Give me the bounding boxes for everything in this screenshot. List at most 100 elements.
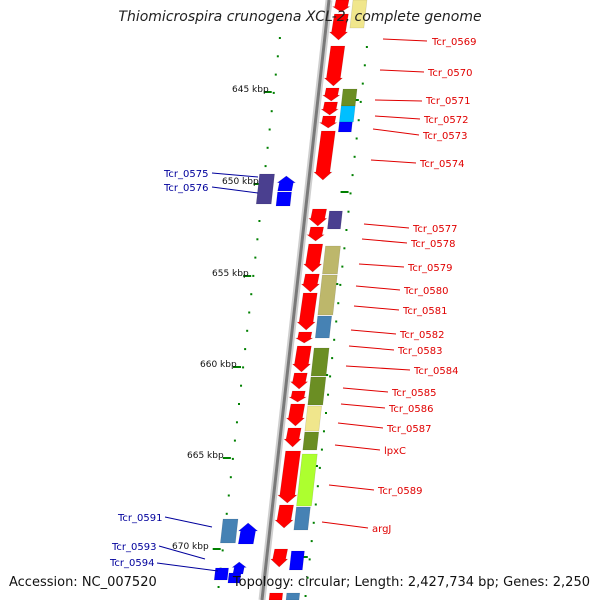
label-leader [334, 444, 381, 451]
gene-tcr-0592 [237, 522, 259, 545]
gene-label-tcr-0586[interactable]: Tcr_0586 [388, 404, 433, 415]
label-leader [321, 521, 369, 529]
scale-dot [339, 283, 342, 286]
scale-dot [312, 521, 315, 524]
scale-labels: 645 kbp 650 kbp 655 kbp 660 kbp 665 kbp … [172, 85, 269, 552]
scale-dot [363, 64, 366, 67]
gene-label-tcr-0579[interactable]: Tcr_0579 [407, 263, 452, 274]
gene-label-tcr-0583[interactable]: Tcr_0583 [397, 346, 442, 357]
gene-tcr-0586 [287, 390, 308, 403]
scale-dot [308, 558, 311, 561]
scale-major-tick [340, 191, 349, 193]
gene-outer-0577 [327, 210, 343, 230]
gene-label-tcr-0574[interactable]: Tcr_0574 [419, 159, 464, 170]
gene-labels-right: Tcr_0569 Tcr_0570 Tcr_0571 Tcr_0572 Tcr_… [321, 37, 476, 535]
scale-dot [327, 393, 330, 396]
gene-label-tcr-0580[interactable]: Tcr_0580 [403, 286, 448, 297]
scale-major-tick [243, 275, 252, 277]
gene-label-tcr-0582[interactable]: Tcr_0582 [399, 330, 444, 341]
scale-dot [274, 73, 277, 76]
gene-tcr-0580 [300, 273, 321, 293]
scale-dot [337, 302, 340, 305]
gene-label-tcr-0571[interactable]: Tcr_0571 [425, 96, 470, 107]
scale-dot [246, 329, 249, 332]
gene-outer-0579 [322, 245, 341, 275]
scale-dot [329, 375, 332, 378]
gene-label-tcr-0584[interactable]: Tcr_0584 [413, 366, 458, 377]
scale-major-tick [233, 366, 242, 368]
label-leader [355, 285, 401, 291]
label-leader [372, 128, 420, 136]
gene-outer-0571 [340, 88, 358, 107]
gene-tcr-0585 [289, 372, 309, 390]
label-leader [211, 186, 259, 194]
scale-dot [237, 403, 240, 405]
scale-dot [270, 110, 273, 113]
scale-dot [278, 37, 281, 39]
gene-tcr-0579 [302, 243, 324, 273]
scale-dot [231, 457, 234, 460]
accession-text: Accession: NC_007520 [9, 575, 157, 590]
topology-text: Topology: circular; Length: 2,427,734 bp… [232, 575, 590, 590]
gene-label-lpxc[interactable]: lpxC [384, 446, 406, 457]
scale-dot [331, 357, 334, 360]
scale-dot [225, 512, 228, 515]
gene-tcr-0574 [313, 130, 336, 181]
gene-label-tcr-0578[interactable]: Tcr_0578 [410, 239, 455, 250]
gene-label-tcr-0570[interactable]: Tcr_0570 [427, 68, 472, 79]
scale-dot [258, 220, 261, 222]
scale-major-tick [222, 457, 231, 459]
gene-label-tcr-0572[interactable]: Tcr_0572 [423, 115, 468, 126]
genome-title: Thiomicrospira crunogena XCL-2, complete… [118, 9, 482, 25]
label-leader [350, 329, 397, 335]
gene-outer-0569 [349, 0, 368, 29]
scale-dot [240, 384, 243, 387]
label-leader [363, 223, 410, 229]
gene-tcr-0584 [291, 345, 312, 373]
gene-label-tcr-0575[interactable]: Tcr_0575 [163, 169, 208, 180]
gene-outer-0593 [289, 550, 305, 571]
gene-outer-0589 [296, 453, 318, 507]
scale-major-tick [253, 183, 262, 185]
gene-label-tcr-0591[interactable]: Tcr_0591 [117, 513, 162, 524]
gene-tcr-0593-rev [231, 561, 248, 575]
label-leader [370, 159, 417, 164]
gene-label-tcr-0577[interactable]: Tcr_0577 [412, 224, 457, 235]
label-leader [353, 305, 400, 311]
gene-tcr-0570 [323, 45, 346, 87]
scale-dot [324, 412, 327, 414]
gene-tcr-0572 [320, 101, 340, 116]
scale-dot [318, 466, 321, 469]
gene-label-tcr-0576[interactable]: Tcr_0576 [163, 183, 208, 194]
gene-label-tcr-0594[interactable]: Tcr_0594 [109, 558, 154, 569]
gene-lpxc [283, 427, 302, 448]
gene-label-tcr-0585[interactable]: Tcr_0585 [391, 388, 436, 399]
scale-dot [333, 338, 336, 341]
label-leader [379, 69, 425, 73]
gene-outer-0586 [307, 376, 327, 406]
gene-label-tcr-0569[interactable]: Tcr_0569 [431, 37, 476, 48]
label-leader [164, 516, 213, 528]
gene-tcr-0595 [268, 592, 284, 601]
scale-dot [310, 540, 313, 543]
gene-label-tcr-0581[interactable]: Tcr_0581 [402, 306, 447, 317]
scale-dot [268, 128, 271, 131]
label-leader [340, 403, 386, 409]
label-leader [337, 422, 384, 429]
label-leader [211, 172, 259, 178]
gene-outer-0595 [285, 592, 301, 601]
gene-tcr-0581 [296, 292, 318, 331]
gene-label-argj[interactable]: argJ [372, 524, 391, 535]
gene-label-tcr-0593[interactable]: Tcr_0593 [111, 542, 156, 553]
gene-tcr-0582 [294, 331, 314, 344]
scale-dot [233, 439, 236, 442]
scale-dot [320, 448, 323, 451]
gene-label-tcr-0573[interactable]: Tcr_0573 [422, 131, 467, 142]
gene-label-tcr-0587[interactable]: Tcr_0587 [386, 424, 431, 435]
scale-dot [355, 137, 358, 140]
scale-major-tick [263, 91, 272, 93]
label-leader [345, 365, 411, 371]
gene-outer-0581 [317, 274, 338, 316]
gene-label-tcr-0589[interactable]: Tcr_0589 [377, 486, 422, 497]
